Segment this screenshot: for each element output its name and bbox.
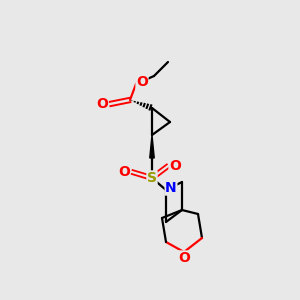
Text: O: O [136,75,148,89]
Text: S: S [147,171,157,185]
Text: O: O [169,159,181,173]
Text: N: N [165,181,177,195]
Text: O: O [96,97,108,111]
Text: O: O [118,165,130,179]
Text: O: O [178,251,190,265]
Polygon shape [150,135,154,158]
